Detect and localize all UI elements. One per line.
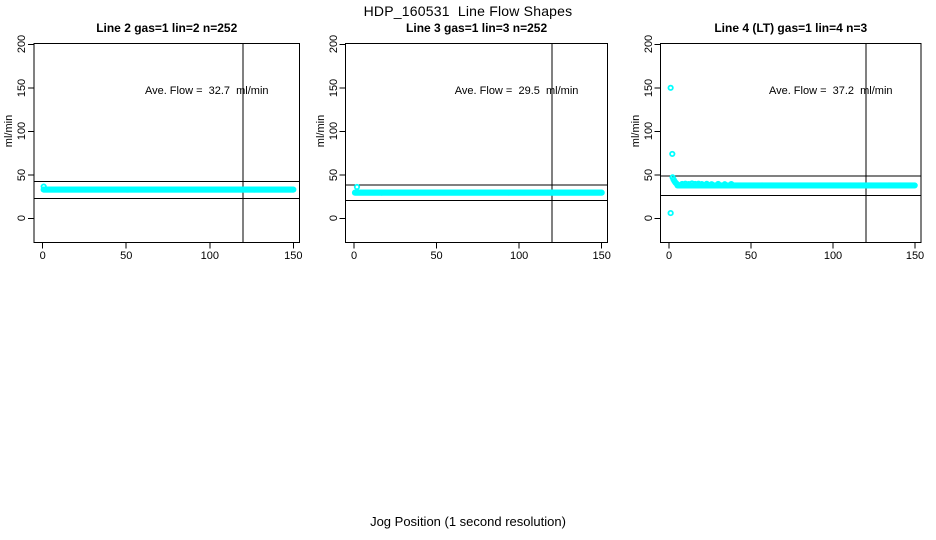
y-tick-label: 100 (16, 122, 29, 141)
x-axis-title: Jog Position (1 second resolution) (370, 514, 566, 529)
y-axis-title: ml/min (3, 115, 16, 148)
x-tick-label: 0 (39, 250, 46, 262)
x-tick-label: 100 (823, 250, 843, 262)
y-tick-label: 150 (642, 78, 655, 97)
panel-title-line2: Line 2 gas=1 lin=2 n=252 (96, 21, 238, 35)
x-tick-label: 0 (350, 250, 358, 262)
y-tick-label: 200 (642, 35, 655, 54)
y-axis-title: ml/min (629, 115, 642, 148)
ave-flow-annotation: Ave. Flow = 32.7 ml/min (144, 85, 269, 97)
y-tick-label: 150 (327, 78, 340, 97)
y-tick-label: 50 (16, 168, 29, 181)
x-tick-label: 100 (509, 250, 529, 262)
y-tick-label: 200 (16, 35, 29, 54)
x-tick-label: 150 (592, 250, 611, 262)
x-tick-label: 50 (430, 250, 443, 262)
x-tick-label: 150 (284, 250, 303, 262)
y-tick-label: 200 (327, 35, 340, 54)
y-tick-label: 0 (642, 215, 655, 222)
y-tick-label: 50 (642, 168, 655, 181)
data-points (667, 84, 918, 217)
data-points (351, 183, 605, 196)
x-tick-label: 50 (120, 250, 133, 262)
y-axis-title: ml/min (314, 115, 327, 148)
y-tick-label: 0 (327, 215, 340, 222)
figure-title: HDP_160531 Line Flow Shapes (363, 3, 573, 19)
x-tick-label: 100 (200, 250, 219, 262)
panel-title-line4: Line 4 (LT) gas=1 lin=4 n=3 (714, 21, 868, 35)
panel-title-line3: Line 3 gas=1 lin=3 n=252 (406, 21, 548, 35)
x-tick-label: 50 (744, 250, 758, 262)
x-tick-label: 150 (905, 250, 925, 262)
panel-0 (28, 42, 300, 249)
y-tick-label: 150 (16, 78, 29, 97)
ave-flow-annotation: Ave. Flow = 37.2 ml/min (768, 85, 893, 97)
y-tick-label: 0 (16, 215, 29, 222)
y-tick-label: 50 (327, 168, 340, 181)
panel-1 (339, 42, 609, 249)
data-points (40, 183, 297, 193)
x-tick-label: 0 (665, 250, 673, 262)
ave-flow-annotation: Ave. Flow = 29.5 ml/min (454, 85, 579, 97)
y-tick-label: 100 (327, 122, 340, 141)
y-tick-label: 100 (642, 122, 655, 141)
panel-2 (654, 42, 922, 249)
